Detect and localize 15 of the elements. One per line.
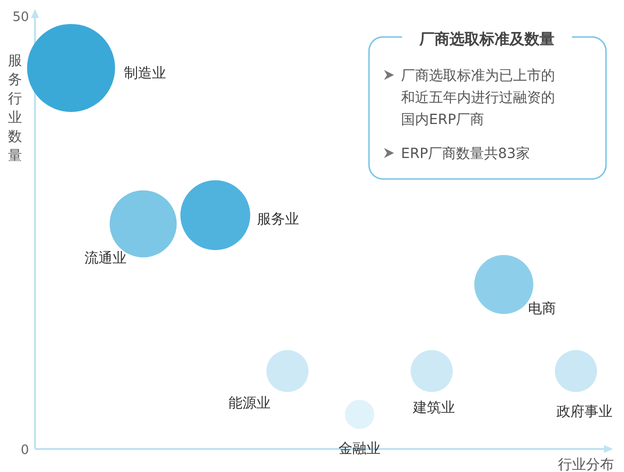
y-axis-title: 服务行业数量 [8, 53, 22, 164]
series-label: 制造业 [124, 65, 166, 82]
annotation: ERP厂商数量共83家 [401, 146, 530, 162]
y-tick-label: 0 [20, 443, 29, 458]
series-label: 电商 [528, 301, 556, 318]
series-label: 服务业 [257, 212, 300, 228]
series-label: 政府事业 [556, 404, 612, 420]
series-label: 金融业 [338, 440, 381, 457]
series-label: 能源业 [228, 396, 271, 412]
x-axis-title: 行业分布 [558, 457, 614, 472]
series-label: 流通业 [84, 250, 126, 266]
annotation: 厂商选取标准为已上市的和近五年内进行过融资的国内ERP厂商 [401, 68, 555, 128]
annotation: 厂商选取标准及数量 [418, 30, 554, 48]
y-tick-label: 50 [12, 10, 29, 25]
series-label: 建筑业 [412, 400, 455, 416]
